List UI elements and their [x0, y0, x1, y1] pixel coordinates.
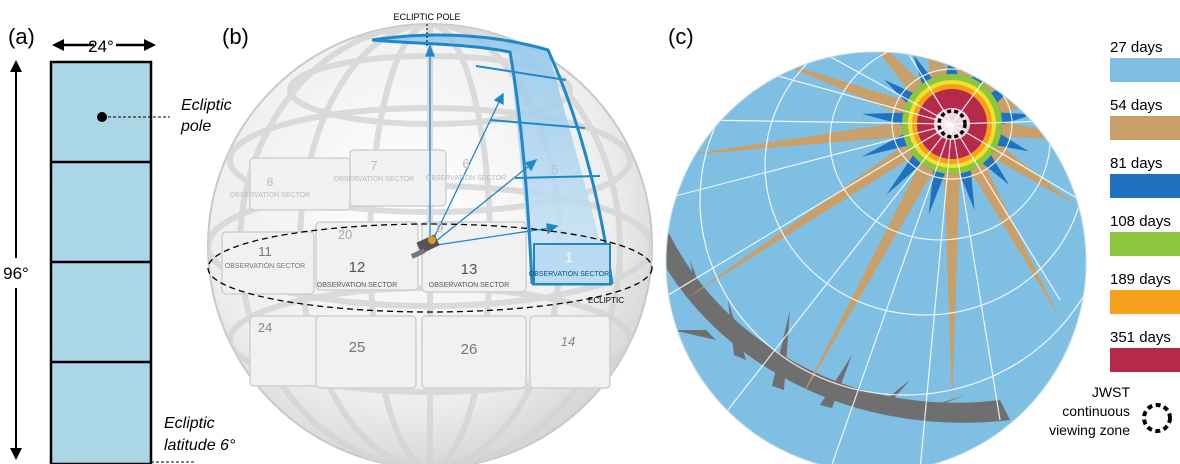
latitude-label-line2: latitude 6°	[164, 437, 236, 454]
legend-swatch-351	[1110, 348, 1180, 372]
panel-c-label: (c)	[668, 24, 694, 49]
coverage-81-days-spoke	[862, 112, 904, 125]
legend-swatch-81	[1110, 174, 1180, 198]
sector-number-24: 24	[258, 320, 272, 335]
jwst-label-line3: viewing zone	[1049, 422, 1130, 438]
sector-number-9: 9	[436, 220, 443, 235]
sector-number-12: 12	[349, 259, 366, 276]
sector-number-14: 14	[561, 334, 575, 349]
ecliptic-label: ECLIPTIC	[588, 296, 624, 305]
legend-swatch-54	[1110, 116, 1180, 140]
globe-outline	[665, 51, 1087, 464]
ecliptic-ellipse	[207, 223, 653, 313]
coverage-81-days-spoke	[861, 134, 909, 157]
coverage-54-days-spoke	[681, 123, 896, 156]
coverage-81-days-spoke	[913, 55, 935, 88]
legend-label-54: 54 days	[1110, 97, 1163, 114]
legend-swatch-27	[1110, 58, 1180, 82]
coverage-54-days-spoke	[944, 175, 960, 407]
sector-caption-11: OBSERVATION SECTOR	[225, 263, 305, 270]
sector-number-1: 1	[565, 249, 573, 265]
jwst-label-line1: JWST	[1092, 384, 1131, 400]
sector-1-tile	[533, 243, 611, 285]
pointing-arrows	[425, 44, 559, 247]
highlighted-sector-strip	[372, 35, 612, 284]
height-arrowhead-up	[10, 60, 22, 72]
legend-label-27: 27 days	[1110, 39, 1163, 56]
coverage-54-days-spoke	[972, 166, 1060, 319]
jwst-legend: JWST continuous viewing zone	[1049, 384, 1130, 438]
width-label: 24°	[88, 37, 114, 56]
jwst-cvz-legend-icon	[1142, 403, 1172, 433]
coverage-54-days-spoke	[799, 166, 933, 401]
legend-label-81: 81 days	[1110, 155, 1163, 172]
sector-caption-8: OBSERVATION SECTOR	[230, 192, 310, 199]
legend-label-351: 351 days	[1110, 329, 1171, 346]
legend: 27 days 54 days 81 days 108 days 189 day…	[1110, 39, 1180, 372]
height-arrowhead-down	[10, 448, 22, 460]
panel-b-label: (b)	[222, 24, 249, 49]
sector-number-6: 6	[462, 156, 469, 171]
sector-number-7: 7	[370, 158, 377, 173]
sector-number-11: 11	[258, 244, 272, 259]
sector-caption-6: OBSERVATION SECTOR	[426, 175, 506, 182]
width-arrowhead-right	[144, 39, 156, 51]
sector-tiles	[221, 149, 611, 389]
sector-caption-12: OBSERVATION SECTOR	[317, 282, 397, 289]
width-arrowhead-left	[52, 39, 64, 51]
panel-a: (a) 24° 96° Ecliptic pole Ecliptic latit…	[3, 24, 236, 464]
coverage-54-days-spoke	[958, 52, 988, 76]
coverage-54-days-spoke	[984, 52, 1052, 90]
jwst-label-line2: continuous	[1062, 403, 1130, 419]
sector-numbers: 1 5 6 7 8 9 11 12 13 14 20 24 25 26	[258, 156, 575, 358]
coverage-81-days-spoke	[996, 134, 1029, 152]
legend-label-189: 189 days	[1110, 271, 1171, 288]
sector-number-8: 8	[267, 175, 274, 189]
pole-label-line1: Ecliptic	[181, 97, 232, 114]
sector-captions: OBSERVATION SECTOR OBSERVATION SECTOR OB…	[225, 175, 609, 289]
coverage-54-days-spoke	[852, 52, 920, 90]
sector-number-26: 26	[461, 341, 478, 358]
legend-swatch-108	[1110, 232, 1180, 256]
sector-number-25: 25	[349, 339, 366, 356]
sector-number-5: 5	[551, 162, 558, 177]
tess-spacecraft-icon	[410, 234, 440, 259]
legend-label-108: 108 days	[1110, 213, 1171, 230]
panel-b: (b)	[207, 12, 653, 464]
coverage-81-days-spoke	[980, 153, 1010, 185]
ecliptic-pole-dot	[97, 112, 107, 122]
coverage-gap-band	[666, 200, 1010, 423]
ecliptic-pole-label: ECLIPTIC POLE	[393, 12, 460, 22]
latitude-label-line1: Ecliptic	[164, 415, 215, 432]
coverage-54-days-spoke	[688, 147, 910, 297]
jwst-cvz-ring	[937, 109, 967, 139]
sector-caption-13: OBSERVATION SECTOR	[429, 282, 509, 289]
coverage-54-days-spoke	[768, 58, 901, 113]
panel-a-label: (a)	[8, 24, 35, 49]
sector-number-13: 13	[461, 261, 478, 278]
legend-swatch-189	[1110, 290, 1180, 314]
pole-label-line2: pole	[180, 118, 211, 135]
coverage-81-days-spoke	[884, 79, 915, 104]
sector-caption-1: OBSERVATION SECTOR	[529, 271, 609, 278]
sector-caption-7: OBSERVATION SECTOR	[334, 176, 414, 183]
sector-number-20: 20	[338, 227, 352, 242]
coverage-81-days-spoke	[886, 153, 925, 195]
coverage-81-days-spoke	[1000, 112, 1034, 125]
panel-c: (c)	[665, 24, 1180, 464]
height-label: 96°	[3, 264, 29, 283]
